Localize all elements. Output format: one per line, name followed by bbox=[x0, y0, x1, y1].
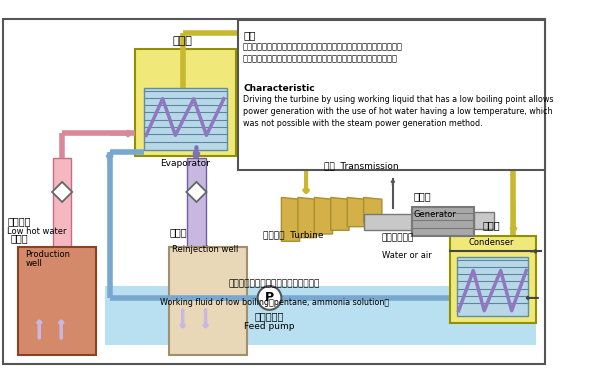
Text: Production: Production bbox=[26, 250, 71, 259]
Polygon shape bbox=[364, 198, 382, 223]
Text: 液体ポンプ: 液体ポンプ bbox=[255, 312, 284, 322]
Text: well: well bbox=[26, 259, 43, 268]
Text: 凝縮器: 凝縮器 bbox=[483, 220, 500, 230]
Text: Characteristic: Characteristic bbox=[243, 84, 314, 93]
Bar bbox=[145, 88, 227, 150]
Text: 発電機: 発電機 bbox=[414, 191, 431, 201]
Text: Feed pump: Feed pump bbox=[244, 322, 295, 331]
Text: Condenser: Condenser bbox=[469, 237, 514, 247]
Polygon shape bbox=[281, 198, 299, 241]
Bar bbox=[105, 286, 536, 345]
Text: Low hot water: Low hot water bbox=[7, 227, 67, 236]
Bar bbox=[238, 20, 545, 170]
Polygon shape bbox=[52, 182, 72, 202]
Text: Generator: Generator bbox=[414, 210, 457, 219]
Text: Evaporator: Evaporator bbox=[160, 159, 210, 168]
Text: 生産井: 生産井 bbox=[11, 233, 29, 243]
Bar bbox=[18, 247, 96, 355]
Text: 水または空気: 水または空気 bbox=[382, 233, 414, 242]
Text: Driving the turbine by using working liquid that has a low boiling point allows
: Driving the turbine by using working liq… bbox=[243, 95, 554, 128]
Bar bbox=[412, 206, 474, 236]
Polygon shape bbox=[187, 182, 206, 202]
Text: 特徴: 特徴 bbox=[243, 30, 256, 40]
Bar bbox=[474, 212, 494, 229]
Bar bbox=[187, 158, 206, 286]
Bar bbox=[449, 236, 536, 322]
Text: 送電  Transmission: 送電 Transmission bbox=[325, 161, 399, 170]
Polygon shape bbox=[347, 198, 365, 227]
Bar bbox=[135, 49, 236, 156]
Polygon shape bbox=[331, 198, 349, 230]
Text: 低沸点媒体（ペンタン、アンモニア）: 低沸点媒体（ペンタン、アンモニア） bbox=[229, 279, 320, 288]
Text: Reinjection well: Reinjection well bbox=[172, 245, 238, 254]
Bar bbox=[169, 247, 247, 355]
Bar bbox=[364, 214, 414, 230]
Text: 低温熱水: 低温熱水 bbox=[7, 216, 31, 226]
Text: Water or air: Water or air bbox=[382, 251, 431, 260]
Text: 還元井: 還元井 bbox=[169, 228, 187, 237]
Text: P: P bbox=[265, 291, 274, 304]
Polygon shape bbox=[298, 198, 316, 237]
Text: 沸点の低い媒体を使用してタービンを駆動することにより、蒸気発電方
式では利用できなかった低い温度域の熱水による発電が可能である。: 沸点の低い媒体を使用してタービンを駆動することにより、蒸気発電方 式では利用でき… bbox=[243, 42, 403, 63]
Text: Working fluid of low boiling（pentane, ammonia solution）: Working fluid of low boiling（pentane, am… bbox=[160, 298, 389, 307]
Circle shape bbox=[257, 286, 281, 310]
Text: 蒸発器: 蒸発器 bbox=[173, 36, 193, 46]
Text: タービン  Turbine: タービン Turbine bbox=[263, 230, 323, 239]
Bar bbox=[53, 158, 71, 286]
Polygon shape bbox=[314, 198, 332, 234]
Bar bbox=[457, 257, 528, 316]
